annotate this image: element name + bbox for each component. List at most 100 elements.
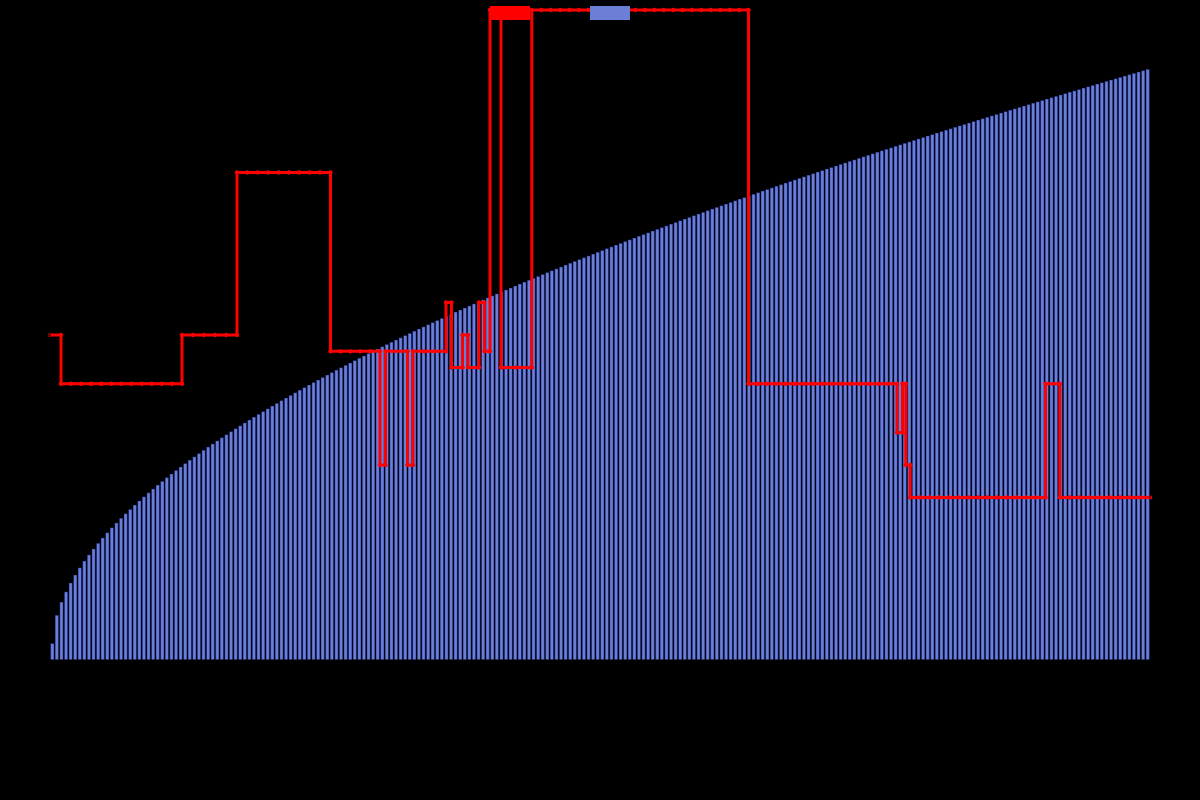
line-marker (662, 8, 666, 12)
line-marker (358, 349, 362, 353)
bar (1078, 90, 1081, 660)
line-marker (466, 333, 470, 337)
line-marker (1108, 495, 1112, 499)
bar (152, 489, 155, 660)
bar (482, 300, 485, 660)
y-right-tick-label: 500 (1158, 113, 1175, 124)
line-marker (482, 349, 486, 353)
line-marker (444, 300, 448, 304)
line-marker (830, 382, 834, 386)
bar (156, 485, 159, 660)
y-right-tick-label: 600 (1158, 5, 1175, 16)
bar (363, 356, 366, 660)
line-marker (405, 463, 409, 467)
y-left-tick-label: 180 (25, 70, 42, 81)
bar (321, 378, 324, 660)
line-marker (904, 382, 908, 386)
bar (784, 183, 787, 660)
line-marker (129, 382, 133, 386)
bar (1105, 82, 1108, 660)
bar (564, 265, 567, 660)
bar (390, 342, 393, 660)
bar (615, 245, 618, 660)
bar (110, 528, 113, 660)
bar (1032, 103, 1035, 660)
y-left-tick-label: 80 (31, 395, 43, 406)
line-marker (895, 382, 899, 386)
line-marker (1068, 495, 1072, 499)
bar (963, 125, 966, 660)
bar (326, 375, 329, 660)
bar (518, 284, 521, 660)
line-marker (482, 300, 486, 304)
bar (372, 352, 375, 660)
bar (858, 159, 861, 660)
line-marker (460, 365, 464, 369)
bar (596, 252, 599, 660)
bar (624, 242, 627, 660)
bar (683, 219, 686, 660)
line-marker (802, 382, 806, 386)
bar (1133, 74, 1136, 660)
bar (74, 575, 77, 660)
bar (940, 132, 943, 660)
line-marker (947, 495, 951, 499)
bar (1073, 91, 1076, 660)
bar (1000, 113, 1003, 660)
bar (143, 497, 146, 660)
line-marker (530, 365, 534, 369)
y-right-tick-label: 400 (1158, 222, 1175, 233)
bar (51, 644, 54, 660)
bar (129, 510, 132, 660)
bar (715, 208, 718, 660)
y-left-tick-label: 40 (31, 525, 43, 536)
line-marker (411, 463, 415, 467)
bar (170, 474, 173, 660)
combo-chart: 0204060801001201401601802000100200300400… (0, 0, 1200, 800)
bar (495, 294, 498, 660)
bar (986, 117, 989, 660)
bar (344, 366, 347, 660)
bar (803, 177, 806, 660)
bar (610, 247, 613, 660)
line-marker (1034, 495, 1038, 499)
bar (230, 432, 233, 660)
line-marker (539, 8, 543, 12)
line-marker (235, 170, 239, 174)
bar (340, 368, 343, 660)
bar (1004, 112, 1007, 660)
bar (106, 533, 109, 660)
bar (1013, 109, 1016, 660)
line-marker (266, 170, 270, 174)
line-marker (444, 349, 448, 353)
line-marker (671, 8, 675, 12)
line-marker (709, 8, 713, 12)
line-marker (213, 333, 217, 337)
line-marker (1098, 495, 1102, 499)
bar (688, 218, 691, 660)
line-marker (699, 8, 703, 12)
bar (514, 286, 517, 660)
line-marker (886, 382, 890, 386)
line-marker (405, 349, 409, 353)
line-marker (449, 300, 453, 304)
bar (917, 139, 920, 660)
line-marker (411, 349, 415, 353)
line-marker (160, 382, 164, 386)
bar (922, 138, 925, 660)
bar (248, 420, 251, 660)
bar (445, 316, 448, 660)
line-marker (577, 8, 581, 12)
line-marker (170, 382, 174, 386)
bar (880, 151, 883, 660)
bar (835, 166, 838, 660)
bar (1023, 106, 1026, 660)
line-marker (1014, 495, 1018, 499)
bar (1100, 83, 1103, 660)
line-marker (558, 8, 562, 12)
bar (528, 280, 531, 660)
bar (757, 193, 760, 660)
bar (816, 172, 819, 660)
line-marker (908, 495, 912, 499)
bar (101, 538, 104, 660)
